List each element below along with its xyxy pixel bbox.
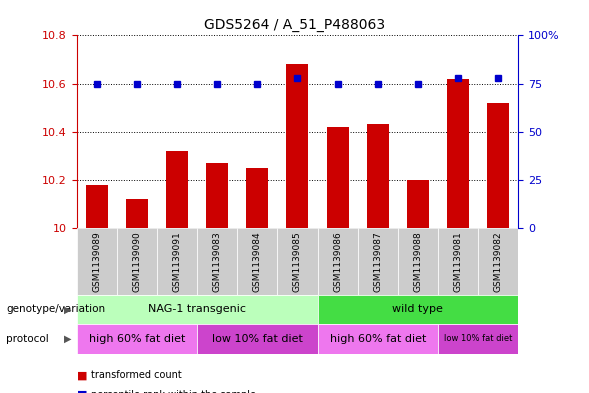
Text: GSM1139088: GSM1139088 [413,231,422,292]
Bar [157,228,197,295]
Text: wild type: wild type [392,305,444,314]
Bar [367,125,389,228]
Text: high 60% fat diet: high 60% fat diet [330,334,426,344]
Text: genotype/variation: genotype/variation [6,305,105,314]
Text: GSM1139083: GSM1139083 [213,231,221,292]
Bar [317,324,438,354]
Bar [358,228,398,295]
Text: GSM1139084: GSM1139084 [253,231,262,292]
Bar [317,295,518,324]
Text: GSM1139086: GSM1139086 [333,231,342,292]
Bar [77,324,197,354]
Text: protocol: protocol [6,334,49,344]
Bar [206,163,228,228]
Bar [197,324,317,354]
Text: low 10% fat diet: low 10% fat diet [212,334,303,344]
Text: GSM1139089: GSM1139089 [92,231,101,292]
Text: GSM1139085: GSM1139085 [293,231,302,292]
Text: transformed count: transformed count [91,370,182,380]
Bar [197,228,237,295]
Bar [85,185,108,228]
Text: GSM1139081: GSM1139081 [454,231,462,292]
Text: ▶: ▶ [64,305,71,314]
Text: ■: ■ [77,390,87,393]
Bar [246,168,269,228]
Bar [117,228,157,295]
Bar [398,228,438,295]
Bar [126,199,148,228]
Text: GSM1139087: GSM1139087 [373,231,382,292]
Text: ■: ■ [77,370,87,380]
Text: GDS5264 / A_51_P488063: GDS5264 / A_51_P488063 [204,18,385,32]
Bar [166,151,188,228]
Text: ▶: ▶ [64,334,71,344]
Bar [438,228,478,295]
Bar [487,103,509,228]
Text: GSM1139090: GSM1139090 [133,231,141,292]
Bar [407,180,429,228]
Bar [317,228,358,295]
Bar [77,295,317,324]
Bar [286,64,309,228]
Bar [438,324,518,354]
Text: low 10% fat diet: low 10% fat diet [444,334,512,343]
Bar [237,228,277,295]
Bar [447,79,469,228]
Text: GSM1139082: GSM1139082 [494,231,503,292]
Text: GSM1139091: GSM1139091 [173,231,181,292]
Text: percentile rank within the sample: percentile rank within the sample [91,390,256,393]
Bar [277,228,317,295]
Text: NAG-1 transgenic: NAG-1 transgenic [148,305,246,314]
Bar [77,228,117,295]
Bar [478,228,518,295]
Text: high 60% fat diet: high 60% fat diet [88,334,185,344]
Bar [326,127,349,228]
